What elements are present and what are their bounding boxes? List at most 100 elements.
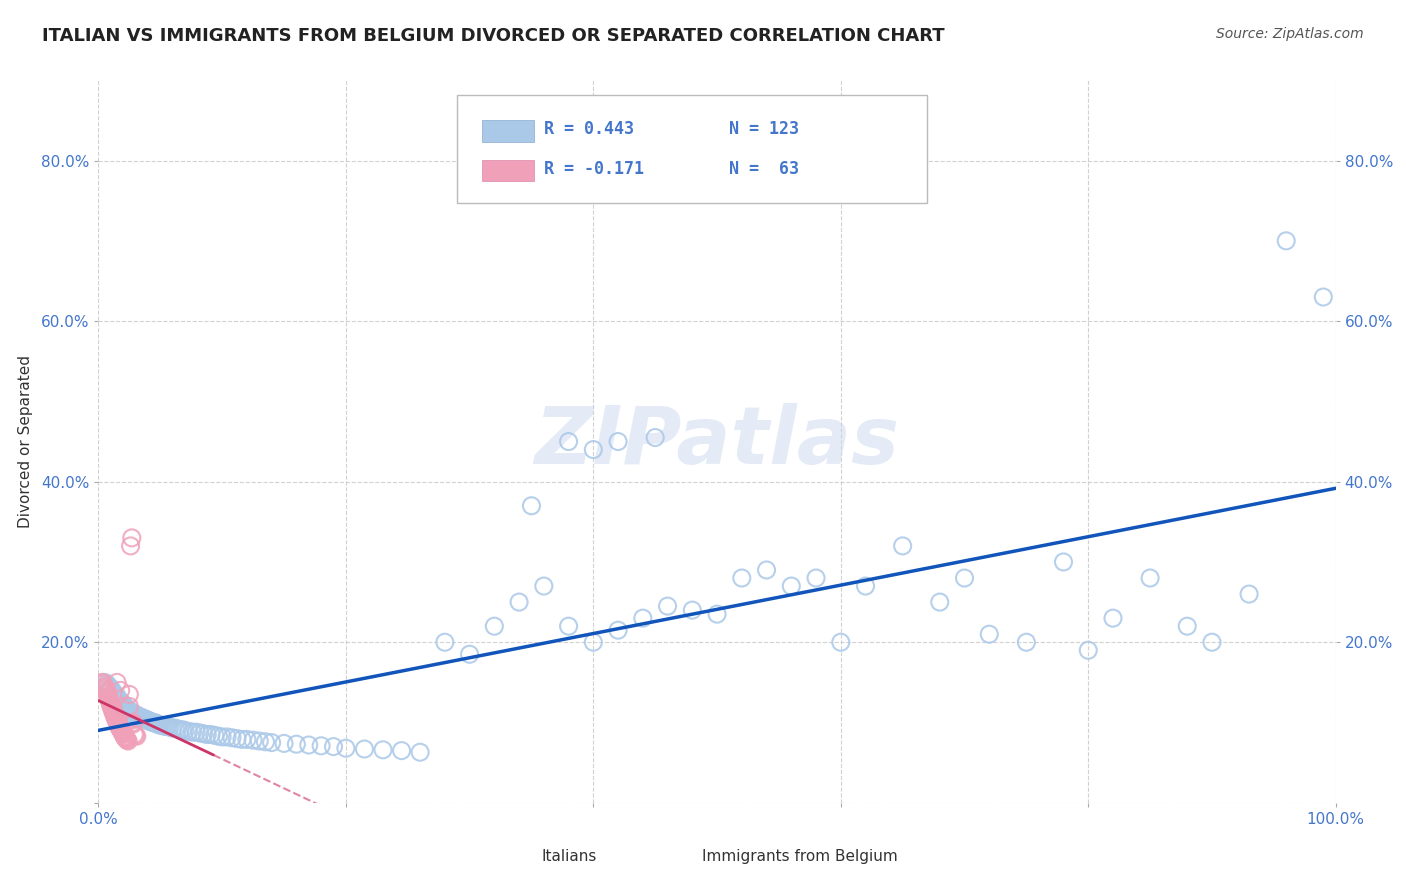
Point [143, 715, 166, 730]
Point [107, 717, 129, 731]
Text: R = 0.443: R = 0.443 [544, 120, 634, 138]
Point [520, 499, 543, 513]
Point [114, 731, 136, 746]
Point [309, 739, 332, 753]
Point [104, 711, 127, 725]
Point [104, 712, 127, 726]
Point [110, 723, 132, 737]
Point [409, 745, 432, 759]
Point [124, 728, 146, 742]
Point [145, 716, 167, 731]
Point [112, 730, 135, 744]
Point [582, 442, 605, 457]
Point [731, 571, 754, 585]
Point [117, 703, 139, 717]
Text: R = -0.171: R = -0.171 [544, 161, 644, 178]
Point [131, 711, 153, 725]
Point [132, 712, 155, 726]
Point [105, 675, 128, 690]
Point [118, 703, 141, 717]
Point [125, 729, 148, 743]
Point [96, 684, 118, 698]
Point [122, 717, 145, 731]
Point [136, 713, 159, 727]
Point [1052, 555, 1074, 569]
Point [557, 619, 579, 633]
Point [141, 714, 163, 729]
Point [231, 732, 253, 747]
Bar [668, 849, 695, 865]
Point [115, 732, 138, 747]
Point [298, 738, 321, 752]
Point [120, 539, 142, 553]
Point [124, 707, 146, 722]
Point [557, 434, 579, 449]
Point [159, 720, 181, 734]
Point [115, 733, 138, 747]
Point [953, 571, 976, 585]
Point [928, 595, 950, 609]
Point [174, 723, 197, 738]
Point [855, 579, 877, 593]
Point [97, 680, 120, 694]
Point [1275, 234, 1298, 248]
Point [110, 695, 132, 709]
Point [134, 712, 156, 726]
Point [103, 709, 125, 723]
Point [105, 714, 128, 728]
Point [226, 731, 249, 746]
Point [112, 729, 135, 743]
Point [254, 735, 277, 749]
Point [118, 699, 141, 714]
Point [193, 727, 215, 741]
Point [112, 727, 135, 741]
Point [1312, 290, 1334, 304]
Point [110, 722, 132, 736]
Point [121, 706, 143, 720]
Point [124, 728, 146, 742]
Point [121, 531, 143, 545]
Point [103, 685, 125, 699]
Point [103, 707, 125, 722]
Point [97, 690, 120, 705]
Point [108, 719, 131, 733]
Point [146, 717, 169, 731]
Point [103, 706, 125, 720]
Point [155, 719, 177, 733]
Point [118, 704, 141, 718]
Point [93, 680, 115, 694]
Point [100, 697, 122, 711]
Point [273, 736, 295, 750]
Point [1139, 571, 1161, 585]
Point [112, 726, 135, 740]
Point [1201, 635, 1223, 649]
Point [285, 737, 308, 751]
Point [101, 702, 124, 716]
Point [1175, 619, 1198, 633]
Point [122, 706, 145, 721]
Point [101, 701, 124, 715]
Point [177, 724, 200, 739]
Point [1237, 587, 1260, 601]
Point [96, 677, 118, 691]
Point [117, 734, 139, 748]
Point [181, 725, 204, 739]
Point [657, 599, 679, 614]
Point [152, 719, 174, 733]
Point [195, 728, 218, 742]
Point [139, 714, 162, 729]
Point [755, 563, 778, 577]
Point [103, 704, 125, 718]
Point [166, 722, 188, 736]
Point [242, 733, 264, 747]
Point [780, 579, 803, 593]
Point [129, 710, 152, 724]
Point [125, 708, 148, 723]
Point [371, 743, 394, 757]
Point [335, 741, 357, 756]
Point [114, 731, 136, 745]
Point [236, 732, 259, 747]
Point [186, 725, 208, 739]
Point [162, 721, 184, 735]
Point [94, 682, 117, 697]
